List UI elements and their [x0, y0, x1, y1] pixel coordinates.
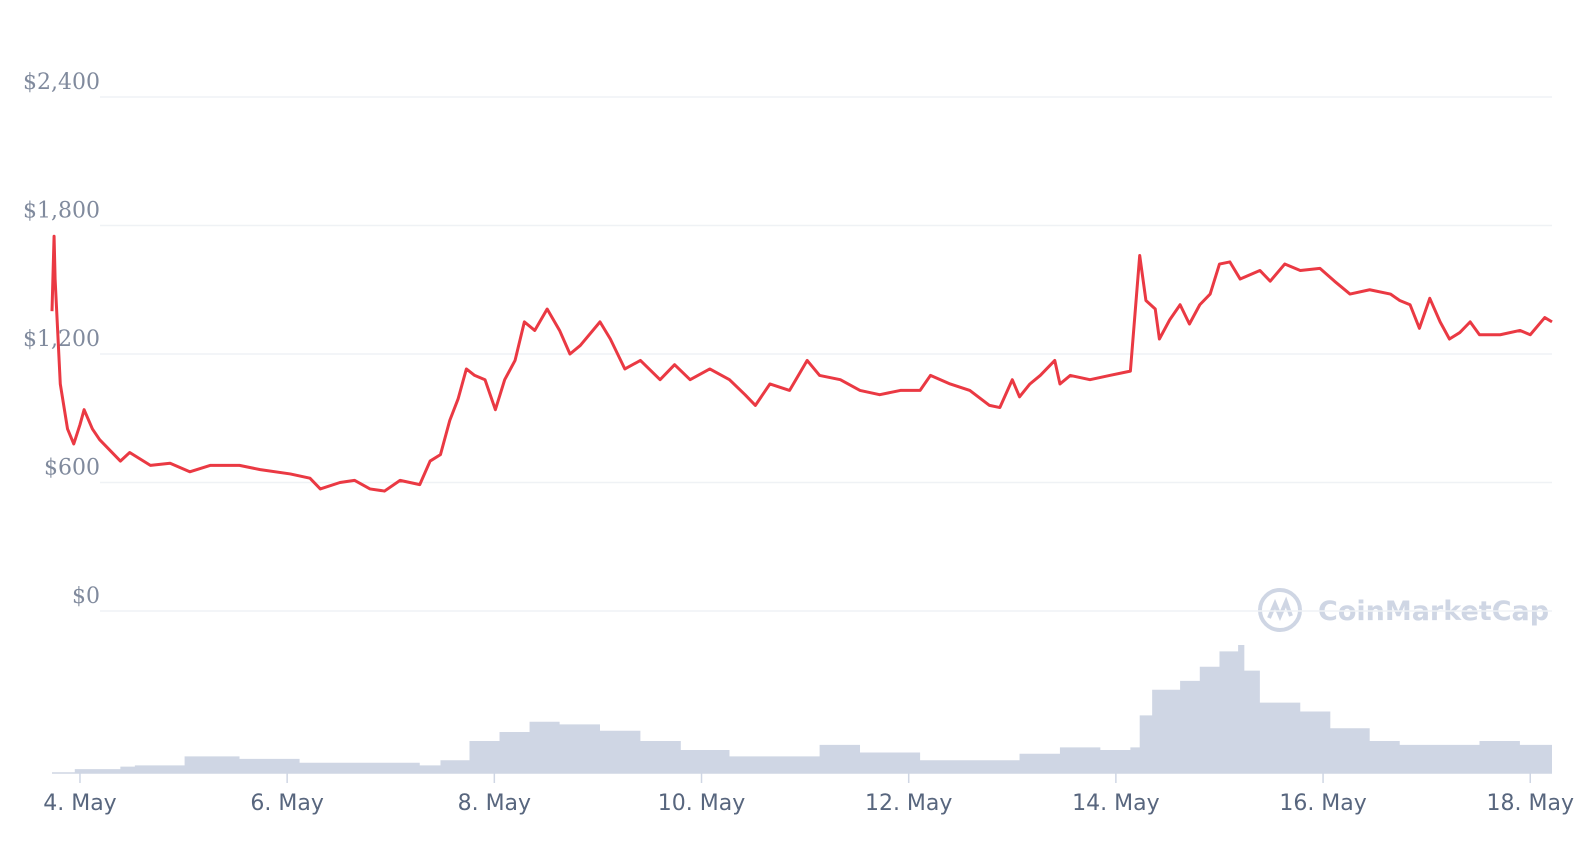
y-tick-label: $1,200	[23, 327, 100, 352]
y-tick-label: $0	[72, 584, 100, 609]
logo-mark	[1267, 596, 1293, 622]
y-tick-label: $1,800	[23, 199, 100, 224]
x-tick-label: 12. May	[865, 791, 952, 816]
logo	[1258, 588, 1302, 632]
x-tick-label: 6. May	[250, 791, 323, 816]
y-tick-label: $600	[44, 456, 100, 481]
y-tick-label: $2,400	[23, 70, 100, 95]
x-tick-label: 18. May	[1487, 791, 1574, 816]
price-line	[50, 234, 1553, 493]
x-tick-label: 14. May	[1072, 791, 1159, 816]
logo-ring	[1258, 588, 1302, 632]
x-tick-label: 16. May	[1279, 791, 1366, 816]
x-tick-label: 10. May	[658, 791, 745, 816]
volume-area	[52, 645, 1552, 773]
x-tick-label: 4. May	[43, 791, 116, 816]
x-tick-label: 8. May	[458, 791, 531, 816]
